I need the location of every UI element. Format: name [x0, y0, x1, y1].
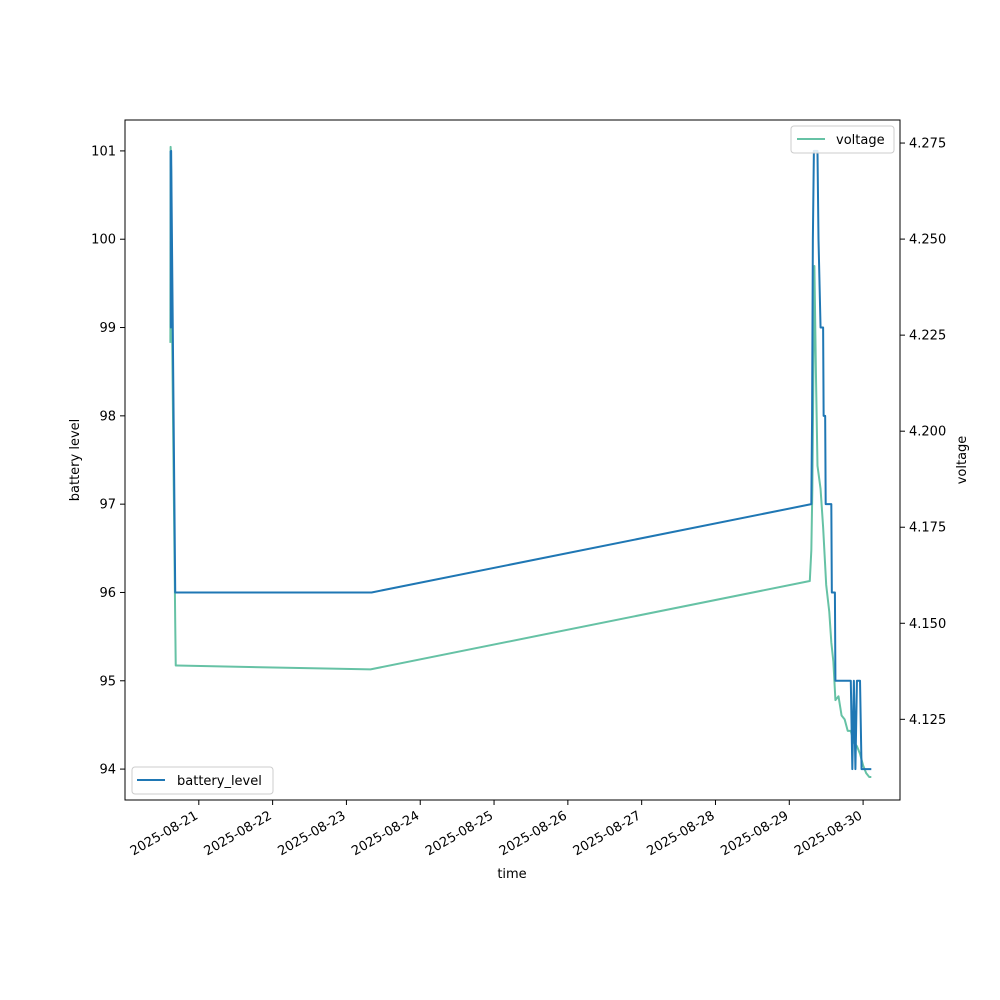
y2-tick-label: 4.225: [909, 329, 946, 344]
y-axis-title: battery level: [68, 419, 83, 502]
y2-tick-label: 4.250: [909, 233, 946, 248]
legend-battery-level: battery_level: [131, 766, 274, 795]
y-tick-label: 94: [99, 763, 116, 778]
plot-frame: [124, 119, 901, 801]
y2-tick-label: 4.150: [909, 617, 946, 632]
y-tick-label: 96: [99, 586, 116, 601]
series-line-battery-level: [169, 149, 872, 771]
y2-tick-label: 4.200: [909, 425, 946, 440]
y-tick-label: 101: [91, 144, 116, 159]
legend-label-voltage: voltage: [836, 133, 885, 148]
y2-tick-label: 4.175: [909, 521, 946, 536]
plot-area: [169, 145, 872, 778]
y2-tick-label: 4.275: [909, 137, 946, 152]
y-tick-label: 95: [99, 674, 116, 689]
legend-label-battery-level: battery_level: [177, 774, 262, 789]
x-axis-title: time: [497, 867, 526, 882]
legend-frame: [131, 766, 274, 795]
y-tick-label: 99: [99, 321, 116, 336]
y2-axis-title: voltage: [955, 436, 970, 485]
y2-tick-label: 4.125: [909, 713, 946, 728]
y-tick-label: 100: [91, 233, 116, 248]
y-tick-label: 98: [99, 409, 116, 424]
legend-frame: [790, 125, 895, 154]
y-tick-label: 97: [99, 498, 116, 513]
legend-voltage: voltage: [790, 125, 895, 154]
